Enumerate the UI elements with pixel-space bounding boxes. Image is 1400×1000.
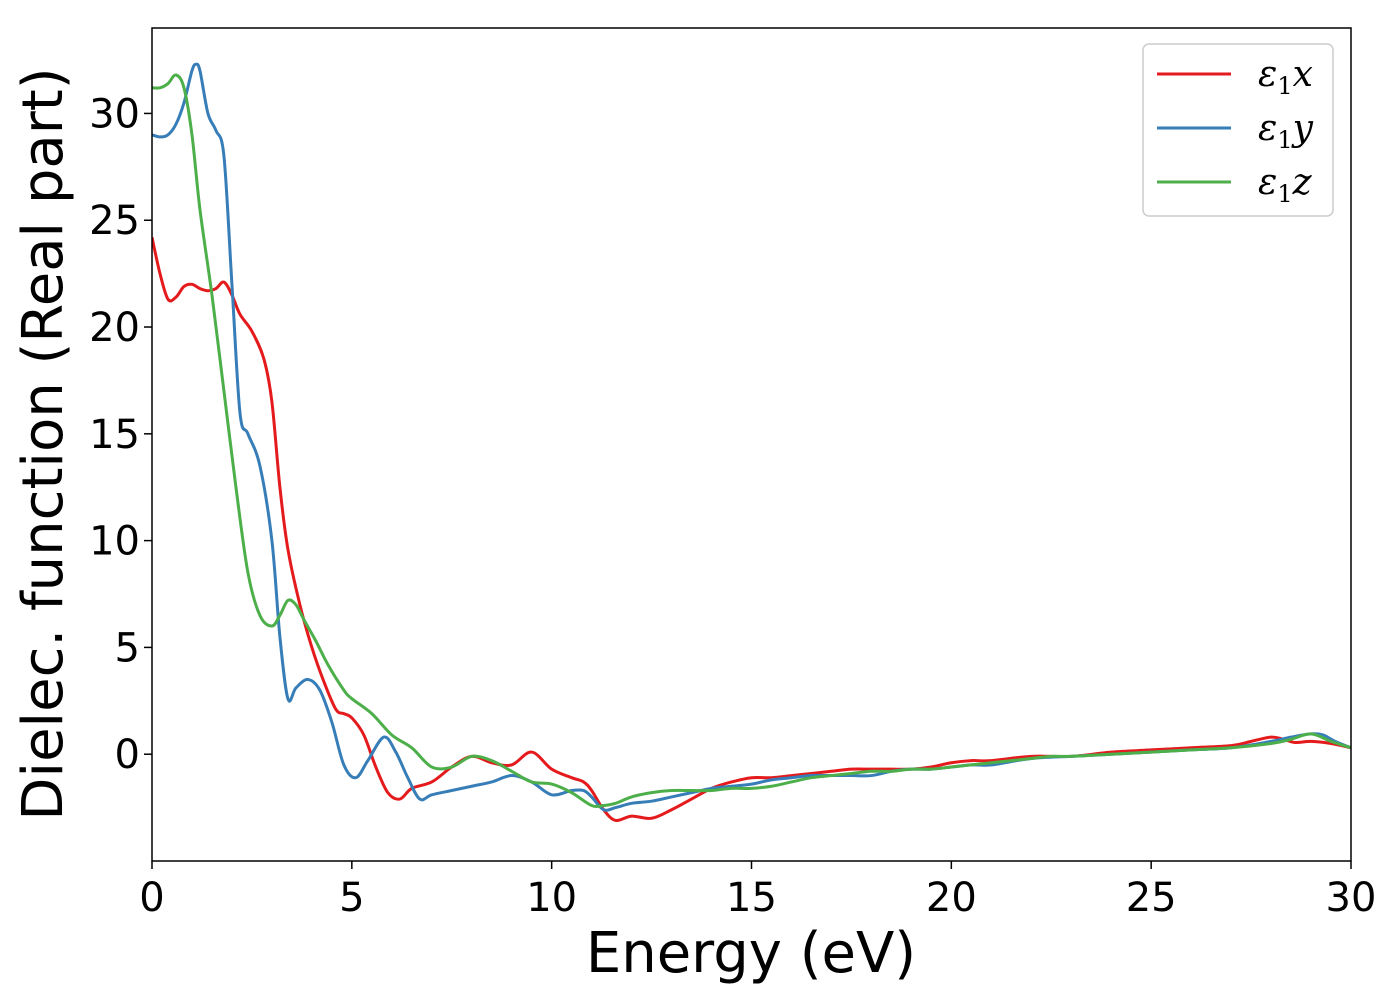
x-tick-label: 20 <box>926 875 977 921</box>
y-tick-label: 15 <box>89 412 140 458</box>
x-tick-label: 15 <box>726 875 777 921</box>
x-tick-label: 10 <box>526 875 577 921</box>
legend-component: z <box>1292 162 1313 203</box>
series-line-y <box>152 62 1351 812</box>
y-tick-label: 30 <box>89 91 140 137</box>
legend-subscript: 1 <box>1277 180 1292 208</box>
x-tick-label: 25 <box>1126 875 1177 921</box>
legend-subscript: 1 <box>1277 72 1292 100</box>
x-tick-label: 30 <box>1326 875 1377 921</box>
x-tick-label: 0 <box>139 875 164 921</box>
y-tick-label: 5 <box>115 625 140 671</box>
legend-symbol: ε <box>1258 54 1277 95</box>
y-tick-label: 0 <box>115 732 140 778</box>
y-axis-label: Dielec. function (Real part) <box>11 67 76 820</box>
y-tick-label: 20 <box>89 305 140 351</box>
x-axis-label: Energy (eV) <box>586 921 916 986</box>
y-tick-label: 25 <box>89 198 140 244</box>
y-tick-label: 10 <box>89 519 140 565</box>
y-axis-ticks: 0 5 10 15 20 25 30 <box>89 91 152 778</box>
series-layer <box>152 62 1351 823</box>
legend-symbol: ε <box>1258 108 1277 149</box>
legend-label-y: ε1y <box>1258 108 1314 154</box>
legend-component: y <box>1291 108 1314 149</box>
series-line-x <box>152 236 1351 823</box>
series-line-z <box>152 73 1351 808</box>
legend-label-z: ε1z <box>1258 162 1313 208</box>
legend-label-x: ε1x <box>1258 54 1313 100</box>
x-axis-ticks: 0 5 10 15 20 25 30 <box>139 861 1376 921</box>
x-tick-label: 5 <box>339 875 364 921</box>
legend-subscript: 1 <box>1277 126 1292 154</box>
legend-box <box>1142 43 1334 217</box>
legend-component: x <box>1293 54 1313 95</box>
legend-symbol: ε <box>1258 162 1277 203</box>
